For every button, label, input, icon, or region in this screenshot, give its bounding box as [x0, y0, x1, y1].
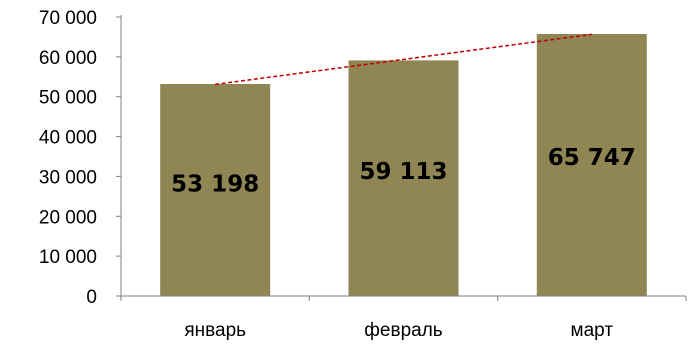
x-category-label: февраль: [364, 320, 443, 341]
bar-3: [536, 34, 647, 296]
bar-1: [160, 84, 271, 296]
y-tick-label: 60 000: [39, 48, 97, 69]
trendline-group: [215, 33, 592, 86]
y-tick-label: 30 000: [39, 167, 97, 188]
axes-group: [116, 15, 687, 301]
y-tick-label: 0: [86, 287, 97, 308]
y-tick-label: 40 000: [39, 128, 97, 149]
x-category-label: январь: [184, 320, 246, 341]
y-tick-label: 70 000: [39, 8, 97, 29]
x-category-labels-group: январь февраль март: [184, 320, 613, 341]
data-label: 59 113: [359, 159, 447, 185]
bars-group: [160, 34, 647, 297]
trendline: [215, 33, 592, 86]
data-label: 65 747: [548, 145, 636, 171]
y-tick-label: 10 000: [39, 247, 97, 268]
bar-2: [348, 60, 459, 297]
data-label: 53 198: [171, 172, 259, 198]
x-category-label: март: [571, 320, 614, 341]
y-tick-label: 20 000: [39, 207, 97, 228]
y-tick-label: 50 000: [39, 88, 97, 109]
y-tick-labels-group: 0 10 000 20 000 30 000 40 000 50 000 60 000 70 …: [39, 8, 97, 308]
data-labels-group: 53 198 59 113 65 747: [171, 145, 636, 198]
